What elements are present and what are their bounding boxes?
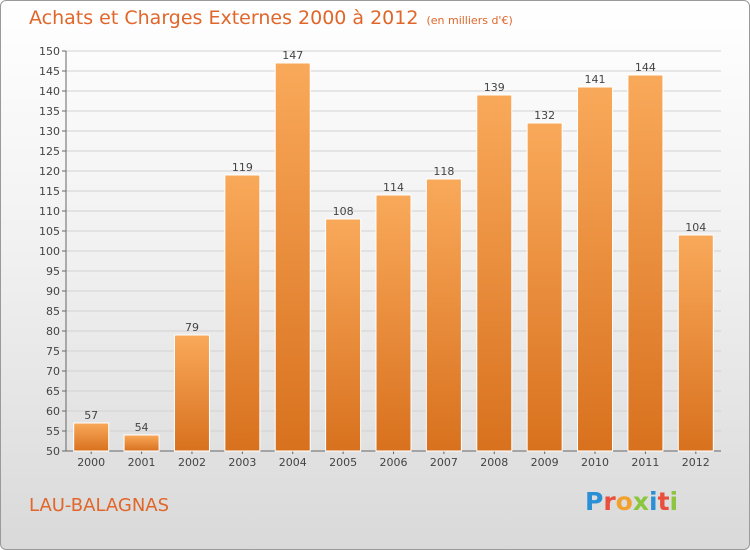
proxiti-logo: Proxiti [585,487,679,516]
bar-2008 [476,94,513,452]
x-tick-label-2004: 2004 [279,456,307,469]
y-tick-label: 75 [46,345,60,358]
data-label-2009: 132 [534,109,555,122]
bar-2004 [274,62,311,452]
data-labels: 57 54 79 119 147 108 114 118 139 132 141 144 104 [84,49,706,434]
y-tick-label: 135 [39,105,60,118]
y-tick-label: 90 [46,285,60,298]
x-tick-label-2000: 2000 [77,456,105,469]
bar-2000 [73,422,110,452]
chart-title-main: Achats et Charges Externes 2000 à 2012 [29,7,419,29]
y-tick-label: 105 [39,225,60,238]
x-tick-label-2007: 2007 [430,456,458,469]
x-tick-label-2006: 2006 [380,456,408,469]
bar-2006 [375,194,412,452]
x-tick-label-2011: 2011 [631,456,659,469]
bar-2005 [325,218,362,452]
y-tick-label: 140 [39,85,60,98]
y-tick-label: 55 [46,425,60,438]
data-label-2010: 141 [585,73,606,86]
data-label-2000: 57 [84,409,98,422]
bar-2011 [627,74,664,452]
data-label-2007: 118 [433,165,454,178]
y-tick-label: 95 [46,265,60,278]
bar-2007 [425,178,462,452]
x-tick-labels: 2000 2001 2002 2003 2004 2005 2006 2007 2008 2009… [77,456,710,469]
bar-2009 [526,122,563,452]
y-tick-label: 115 [39,185,60,198]
y-tick-label: 145 [39,65,60,78]
x-tick-label-2001: 2001 [128,456,156,469]
bar-2012 [677,234,714,452]
y-tick-label: 125 [39,145,60,158]
data-label-2001: 54 [135,421,149,434]
bar-2001 [123,434,160,452]
y-tick-label: 130 [39,125,60,138]
data-label-2002: 79 [185,321,199,334]
y-tick-label: 150 [39,45,60,58]
data-label-2012: 104 [685,221,706,234]
x-tick-label-2012: 2012 [682,456,710,469]
data-label-2011: 144 [635,61,656,74]
chart-title: Achats et Charges Externes 2000 à 2012 (e… [29,7,513,29]
commune-name: LAU-BALAGNAS [29,495,170,516]
y-tick-label: 65 [46,385,60,398]
y-tick-label: 50 [46,445,60,458]
data-label-2003: 119 [232,161,253,174]
data-label-2005: 108 [333,205,354,218]
chart-subtitle: (en milliers d'€) [426,14,513,27]
x-tick-label-2003: 2003 [228,456,256,469]
y-tick-label: 85 [46,305,60,318]
bars [73,62,714,452]
x-tick-label-2008: 2008 [480,456,508,469]
x-tick-label-2009: 2009 [531,456,559,469]
x-tick-label-2010: 2010 [581,456,609,469]
y-tick-label: 100 [39,245,60,258]
y-tick-label: 80 [46,325,60,338]
y-tick-label: 60 [46,405,60,418]
y-tick-label: 110 [39,205,60,218]
data-label-2008: 139 [484,81,505,94]
y-tick-labels: 50 55 60 65 70 75 80 85 90 95 100 105 110 115 120 125 13… [39,45,60,458]
data-label-2006: 114 [383,181,404,194]
data-label-2004: 147 [282,49,303,62]
y-tick-label: 70 [46,365,60,378]
bar-2003 [224,174,261,452]
bar-2010 [577,86,614,452]
x-tick-label-2002: 2002 [178,456,206,469]
x-tick-label-2005: 2005 [329,456,357,469]
bar-2002 [173,334,210,452]
y-tick-label: 120 [39,165,60,178]
